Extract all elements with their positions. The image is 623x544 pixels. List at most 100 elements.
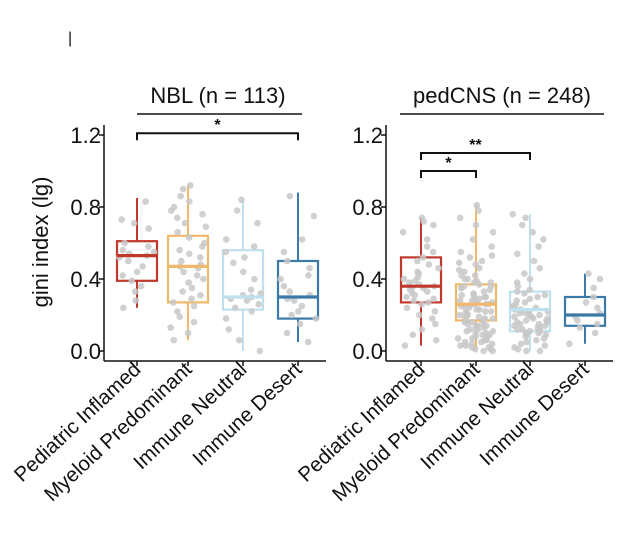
data-point [594, 304, 601, 312]
significance-bracket-pedcns: * [420, 155, 477, 178]
data-point [511, 313, 518, 321]
data-point [455, 266, 463, 274]
data-point [430, 221, 437, 229]
significance-bracket-nbl: * [136, 117, 299, 141]
data-point [128, 277, 136, 285]
data-point [457, 248, 465, 256]
data-point [179, 288, 186, 295]
data-point [179, 185, 187, 193]
data-point [509, 210, 517, 218]
data-point [480, 288, 488, 295]
data-point [230, 259, 237, 267]
data-point [480, 347, 487, 355]
data-point [124, 257, 132, 265]
data-point [235, 336, 243, 344]
data-point [456, 311, 463, 319]
data-point [534, 293, 541, 301]
data-point [522, 333, 529, 340]
data-point [185, 234, 193, 241]
data-point [456, 297, 464, 304]
data-point [470, 279, 478, 286]
data-point [225, 326, 233, 333]
data-point [476, 306, 483, 313]
data-point [409, 331, 417, 339]
box-nbl-immune-neutral [221, 196, 265, 355]
data-point [435, 264, 442, 272]
data-point [243, 297, 251, 304]
bracket-line [420, 170, 477, 178]
box-pedcns-immune-desert [563, 270, 607, 348]
data-point [536, 347, 544, 355]
data-point [576, 324, 584, 331]
data-point [197, 291, 204, 299]
corner-mark: | [68, 30, 72, 47]
box-rect [563, 295, 607, 327]
data-point [403, 293, 410, 301]
box-pedcns-pediatric-inflamed [399, 214, 443, 349]
data-point [594, 320, 601, 328]
data-point [257, 290, 265, 297]
data-point [277, 275, 284, 283]
data-point [187, 182, 194, 189]
data-point [472, 261, 480, 268]
data-point [529, 228, 537, 236]
data-point [399, 228, 407, 236]
y-tick-label-nbl: 0.0 [70, 339, 101, 364]
y-tick-label-pedcns: 1.2 [352, 123, 383, 148]
data-point [196, 254, 204, 261]
y-tick-label-pedcns: 0.0 [352, 339, 383, 364]
data-point [176, 246, 183, 254]
data-point [468, 335, 476, 342]
panel-title-pedcns: pedCNS (n = 248) [413, 83, 591, 108]
data-point [256, 347, 264, 355]
data-point [118, 216, 125, 223]
y-axis-label: gini index (lg) [28, 177, 53, 308]
box-pedcns-myeloid-predominant [454, 201, 498, 355]
data-point [174, 308, 181, 315]
data-point [185, 250, 193, 258]
bracket-line [420, 152, 531, 160]
panel-title-nbl: NBL (n = 113) [150, 83, 285, 108]
data-point [522, 317, 530, 324]
data-point [429, 248, 437, 256]
data-point [202, 223, 210, 231]
data-point [248, 308, 255, 315]
data-point [489, 228, 497, 236]
data-point [521, 299, 529, 306]
data-point [488, 252, 496, 259]
data-point [286, 288, 294, 295]
box-rect [276, 259, 320, 320]
data-point [167, 207, 175, 214]
data-point [415, 311, 423, 319]
data-point [145, 243, 152, 250]
data-point [454, 335, 462, 342]
significance-label: * [214, 117, 221, 134]
data-point [486, 286, 494, 294]
data-point [283, 257, 291, 265]
box-rect [115, 240, 159, 282]
data-point [596, 275, 604, 283]
data-point [241, 254, 248, 261]
data-point [514, 326, 521, 333]
data-point [139, 263, 146, 270]
data-point [250, 243, 258, 250]
data-point [400, 275, 408, 283]
data-point [489, 315, 497, 322]
bracket-line [136, 132, 299, 141]
box-nbl-myeloid-predominant [166, 182, 210, 344]
data-point [526, 275, 534, 283]
box-pedcns-immune-neutral [508, 210, 552, 355]
data-point [410, 297, 418, 304]
data-point [403, 304, 411, 312]
data-point [566, 340, 573, 348]
data-point [181, 219, 189, 227]
data-point [487, 308, 495, 315]
data-point [516, 309, 524, 317]
data-point [184, 329, 192, 337]
data-point [199, 243, 206, 250]
data-point [169, 299, 177, 306]
data-point [475, 313, 483, 321]
data-point [280, 282, 288, 290]
data-point [119, 304, 127, 312]
